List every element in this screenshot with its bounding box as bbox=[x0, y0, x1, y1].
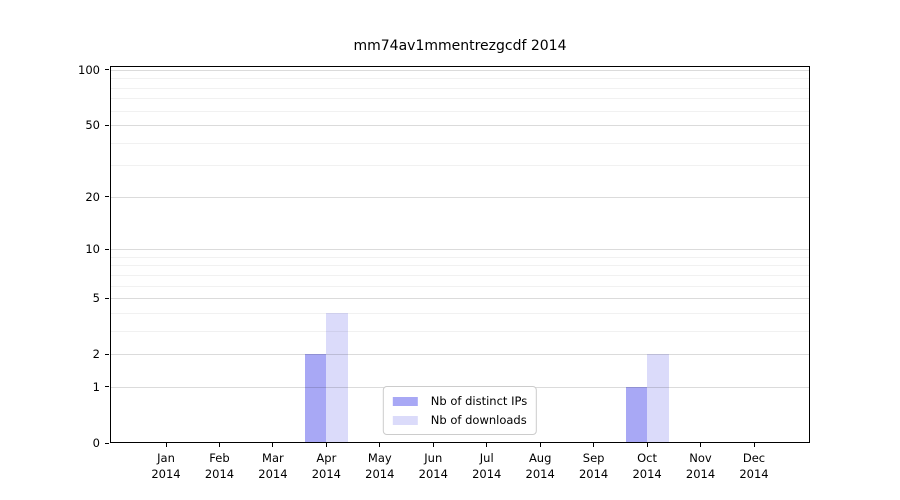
x-tick-feb bbox=[218, 443, 220, 447]
x-tick-label-dec: Dec 2014 bbox=[739, 451, 769, 481]
y-tick-label-50: 50 bbox=[85, 118, 100, 133]
y-tick-20 bbox=[105, 196, 109, 198]
x-tick-label-feb: Feb 2014 bbox=[204, 451, 235, 481]
legend-label-distinct-ips: Nb of distinct IPs bbox=[430, 394, 528, 408]
y-tick-label-0: 0 bbox=[92, 436, 100, 450]
x-tick-jan bbox=[165, 443, 167, 447]
x-tick-label-apr: Apr 2014 bbox=[311, 451, 341, 481]
gridline-10 bbox=[111, 249, 809, 251]
y-tick-label-1: 1 bbox=[92, 379, 100, 394]
x-tick-label-oct: Oct 2014 bbox=[632, 451, 662, 481]
legend-label-downloads: Nb of downloads bbox=[430, 413, 527, 427]
gridline-9 bbox=[111, 256, 809, 258]
y-tick-10 bbox=[105, 248, 109, 250]
y-tick-5 bbox=[105, 297, 109, 299]
x-tick-may bbox=[379, 443, 381, 447]
x-tick-apr bbox=[325, 443, 327, 447]
gridline-2 bbox=[111, 354, 809, 356]
x-tick-label-nov: Nov 2014 bbox=[685, 451, 716, 481]
x-tick-label-jun: Jun 2014 bbox=[418, 451, 448, 481]
x-tick-mar bbox=[272, 443, 274, 447]
gridline-50 bbox=[111, 125, 809, 127]
gridline-8 bbox=[111, 265, 809, 267]
grid-layer bbox=[111, 67, 809, 442]
x-tick-label-aug: Aug 2014 bbox=[525, 451, 555, 481]
gridline-40 bbox=[111, 142, 809, 144]
bar-downloads-apr bbox=[326, 312, 348, 442]
bar-distinct-ips-oct bbox=[625, 386, 648, 442]
x-tick-dec bbox=[753, 443, 755, 447]
x-tick-jun bbox=[432, 443, 434, 447]
x-tick-label-may: May 2014 bbox=[365, 451, 395, 481]
legend-item-distinct-ips: Nb of distinct IPs bbox=[392, 394, 528, 408]
legend-item-downloads: Nb of downloads bbox=[392, 413, 527, 427]
y-tick-100 bbox=[105, 69, 109, 71]
x-tick-label-jul: Jul 2014 bbox=[472, 451, 502, 481]
gridline-80 bbox=[111, 87, 809, 89]
y-tick-label-2: 2 bbox=[92, 347, 100, 362]
legend: Nb of distinct IPs Nb of downloads bbox=[382, 386, 538, 435]
x-tick-jul bbox=[486, 443, 488, 447]
gridline-60 bbox=[111, 110, 809, 112]
y-tick-2 bbox=[105, 353, 109, 355]
gridline-30 bbox=[111, 165, 809, 167]
gridline-4 bbox=[111, 312, 809, 314]
bar-downloads-oct bbox=[647, 354, 669, 442]
bar-distinct-ips-apr bbox=[304, 354, 327, 442]
gridline-90 bbox=[111, 78, 809, 80]
legend-swatch-downloads bbox=[392, 415, 418, 425]
y-tick-label-10: 10 bbox=[85, 242, 100, 257]
gridline-7 bbox=[111, 274, 809, 276]
x-tick-aug bbox=[539, 443, 541, 447]
bars-layer bbox=[111, 67, 809, 442]
x-tick-oct bbox=[646, 443, 648, 447]
x-tick-sep bbox=[593, 443, 595, 447]
gridline-6 bbox=[111, 285, 809, 287]
gridline-100 bbox=[111, 69, 809, 71]
y-tick-label-5: 5 bbox=[92, 291, 100, 306]
y-tick-0 bbox=[105, 442, 109, 444]
plot-area: Nb of distinct IPs Nb of downloads bbox=[110, 66, 810, 443]
y-tick-label-20: 20 bbox=[85, 189, 100, 204]
x-tick-label-jan: Jan 2014 bbox=[151, 451, 181, 481]
gridline-20 bbox=[111, 196, 809, 198]
y-tick-1 bbox=[105, 386, 109, 388]
y-tick-label-100: 100 bbox=[78, 62, 100, 77]
gridline-3 bbox=[111, 330, 809, 332]
gridline-70 bbox=[111, 98, 809, 100]
legend-swatch-distinct-ips bbox=[392, 396, 418, 406]
x-tick-label-sep: Sep 2014 bbox=[578, 451, 609, 481]
y-tick-50 bbox=[105, 124, 109, 126]
gridline-5 bbox=[111, 298, 809, 300]
chart-title: mm74av1mmentrezgcdf 2014 bbox=[353, 38, 567, 54]
x-tick-label-mar: Mar 2014 bbox=[258, 451, 288, 481]
x-tick-nov bbox=[700, 443, 702, 447]
